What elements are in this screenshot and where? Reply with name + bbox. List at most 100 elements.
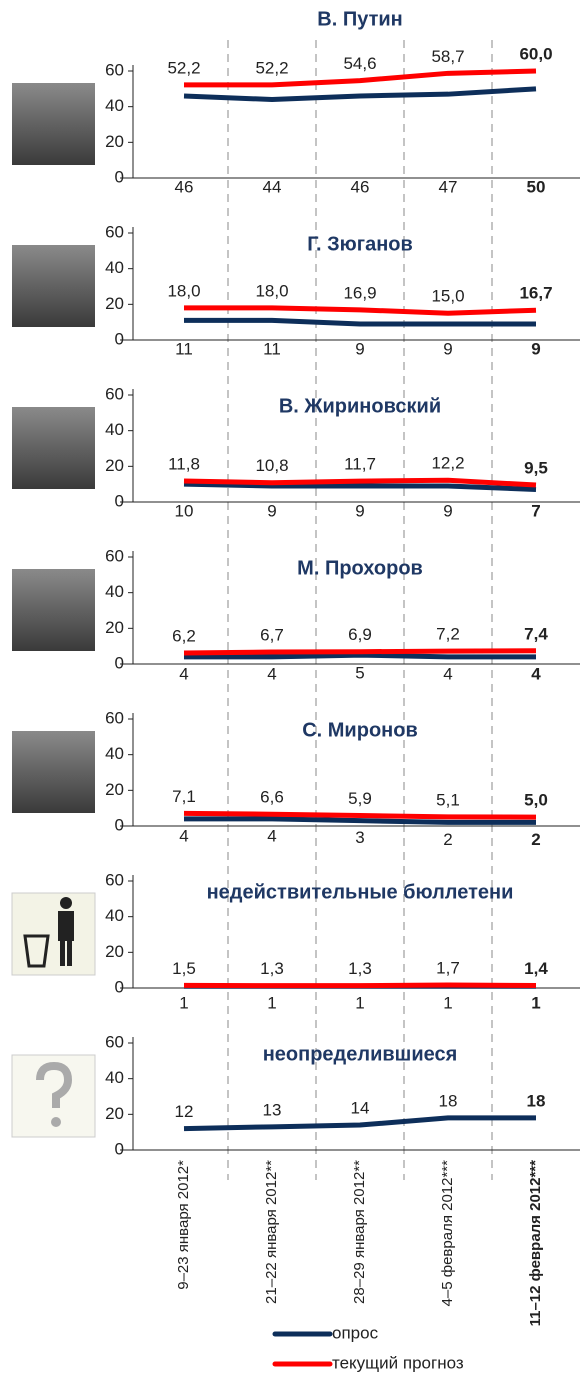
value-label: 18: [439, 1091, 458, 1110]
legend-label: опрос: [332, 1323, 379, 1342]
value-label: 16,9: [343, 283, 376, 302]
value-label: 11,7: [344, 455, 376, 474]
panel-title: М. Прохоров: [297, 557, 423, 579]
y-tick-label: 0: [115, 329, 124, 348]
y-tick-label: 60: [105, 870, 124, 889]
value-label: 60,0: [519, 44, 552, 63]
value-label: 52,2: [255, 58, 288, 77]
y-tick-label: 40: [105, 258, 124, 277]
value-label: 4: [443, 664, 452, 683]
photo: [12, 569, 95, 651]
value-label: 44: [263, 177, 282, 196]
value-label: 1,5: [172, 959, 196, 978]
value-label: 4: [531, 664, 541, 683]
x-tick-label: 9–23 января 2012*: [175, 1160, 192, 1290]
value-label: 52,2: [167, 58, 200, 77]
value-label: 12,2: [431, 454, 464, 473]
value-label: 4: [179, 826, 188, 845]
photo: [12, 731, 95, 813]
value-label: 2: [443, 830, 452, 849]
y-tick-label: 60: [105, 1032, 124, 1051]
y-tick-label: 60: [105, 222, 124, 241]
value-label: 6,2: [172, 626, 196, 645]
value-label: 7,4: [524, 624, 548, 643]
line: [183, 648, 537, 656]
panel-title: недействительные бюллетени: [207, 881, 514, 903]
y-tick-label: 60: [105, 708, 124, 727]
value-label: 5,9: [348, 789, 372, 808]
y-tick-label: 40: [105, 96, 124, 115]
value-label: 14: [351, 1099, 370, 1118]
value-label: 7,1: [172, 787, 196, 806]
value-label: 11,8: [168, 454, 200, 473]
line: [183, 810, 537, 820]
value-label: 2: [531, 830, 540, 849]
line: [184, 816, 536, 825]
y-tick-label: 40: [105, 582, 124, 601]
value-label: 46: [175, 177, 194, 196]
value-label: 4: [179, 664, 188, 683]
question-icon: [11, 1054, 96, 1138]
value-label: 1,3: [260, 959, 284, 978]
y-tick-label: 0: [115, 167, 124, 186]
value-label: 10: [175, 501, 194, 520]
value-label: 9: [443, 339, 452, 358]
y-tick-label: 0: [115, 977, 124, 996]
y-tick-label: 40: [105, 906, 124, 925]
value-label: 47: [439, 177, 458, 196]
value-label: 4: [267, 664, 276, 683]
photo: [12, 245, 95, 327]
y-tick-label: 40: [105, 744, 124, 763]
y-tick-label: 0: [115, 491, 124, 510]
legend-label: текущий прогноз: [332, 1353, 464, 1372]
line: [183, 982, 537, 989]
value-label: 1: [443, 994, 452, 1013]
value-label: 3: [355, 828, 364, 847]
value-label: 1: [355, 994, 364, 1013]
line: [183, 86, 537, 103]
y-tick-label: 60: [105, 60, 124, 79]
value-label: 58,7: [431, 47, 464, 66]
y-tick-label: 40: [105, 1068, 124, 1087]
value-label: 7: [531, 501, 540, 520]
line: [184, 305, 537, 316]
y-tick-label: 0: [115, 815, 124, 834]
value-label: 6,9: [348, 625, 372, 644]
line: [183, 1115, 536, 1132]
x-tick-label: 11–12 февраля 2012***: [527, 1160, 544, 1327]
y-tick-label: 20: [105, 618, 124, 637]
y-tick-label: 60: [105, 546, 124, 565]
value-label: 46: [351, 177, 370, 196]
y-tick-label: 20: [105, 1104, 124, 1123]
value-label: 1: [267, 994, 276, 1013]
line: [184, 317, 536, 327]
value-label: 9,5: [524, 459, 548, 478]
value-label: 11: [175, 339, 193, 358]
value-label: 12: [175, 1102, 194, 1121]
trash-icon: [11, 892, 96, 976]
value-label: 1: [179, 994, 188, 1013]
value-label: 16,7: [519, 284, 552, 303]
panel-title: Г. Зюганов: [307, 233, 413, 255]
value-label: 50: [527, 177, 546, 196]
y-tick-label: 20: [105, 132, 124, 151]
value-label: 7,2: [436, 625, 460, 644]
value-label: 1,7: [436, 958, 460, 977]
x-tick-label: 21–22 января 2012**: [263, 1160, 280, 1304]
panel-title: С. Миронов: [302, 719, 418, 741]
value-label: 1,3: [348, 959, 372, 978]
value-label: 1,4: [524, 959, 548, 978]
value-label: 15,0: [431, 287, 464, 306]
y-tick-label: 20: [105, 942, 124, 961]
value-label: 4: [267, 826, 276, 845]
value-label: 9: [531, 339, 540, 358]
panel-title: неопределившиеся: [263, 1043, 458, 1065]
value-label: 13: [263, 1100, 282, 1119]
line: [183, 481, 537, 493]
photo: [12, 83, 95, 165]
value-label: 6,6: [260, 788, 284, 807]
value-label: 18: [527, 1091, 546, 1110]
x-tick-label: 4–5 февраля 2012***: [439, 1160, 456, 1307]
line: [184, 652, 536, 660]
